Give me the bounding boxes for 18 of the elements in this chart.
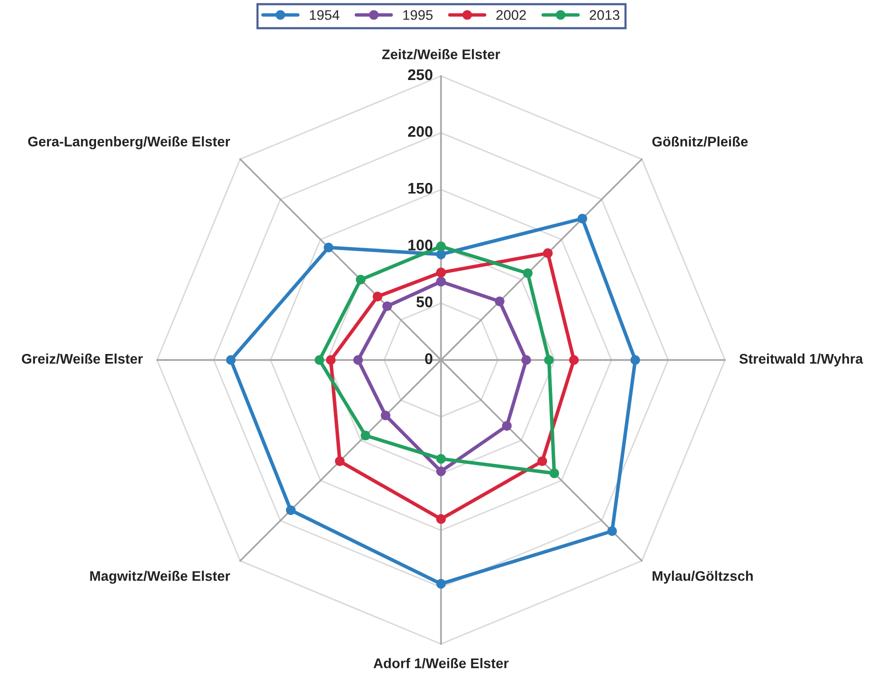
spoke-label: Zeitz/Weiße Elster <box>382 49 500 60</box>
spoke-label: Streitwald 1/Wyhra <box>739 354 864 366</box>
spoke-label: Magwitz/Weiße Elster <box>90 570 230 584</box>
y-tick-label: 0 <box>425 353 432 364</box>
y-tick-label: 50 <box>416 296 432 308</box>
legend-label: 1954 <box>310 10 340 20</box>
spoke-label: Gößnitz/Pleiße <box>652 136 748 147</box>
y-tick-label: 100 <box>408 240 432 250</box>
spoke-label: Greiz/Weiße Elster <box>22 354 143 364</box>
legend-label: 1995 <box>403 10 433 20</box>
y-tick-label: 250 <box>408 69 432 80</box>
spoke-label: Mylau/Göltzsch <box>652 570 753 584</box>
y-tick-label: 200 <box>408 126 432 137</box>
legend-label: 2002 <box>496 10 526 20</box>
spoke-label: Gera-Langenberg/Weiße Elster <box>28 136 230 150</box>
y-tick-label: 150 <box>408 182 432 194</box>
spoke-label: Adorf 1/Weiße Elster <box>374 658 509 668</box>
legend-label: 2013 <box>590 10 620 20</box>
